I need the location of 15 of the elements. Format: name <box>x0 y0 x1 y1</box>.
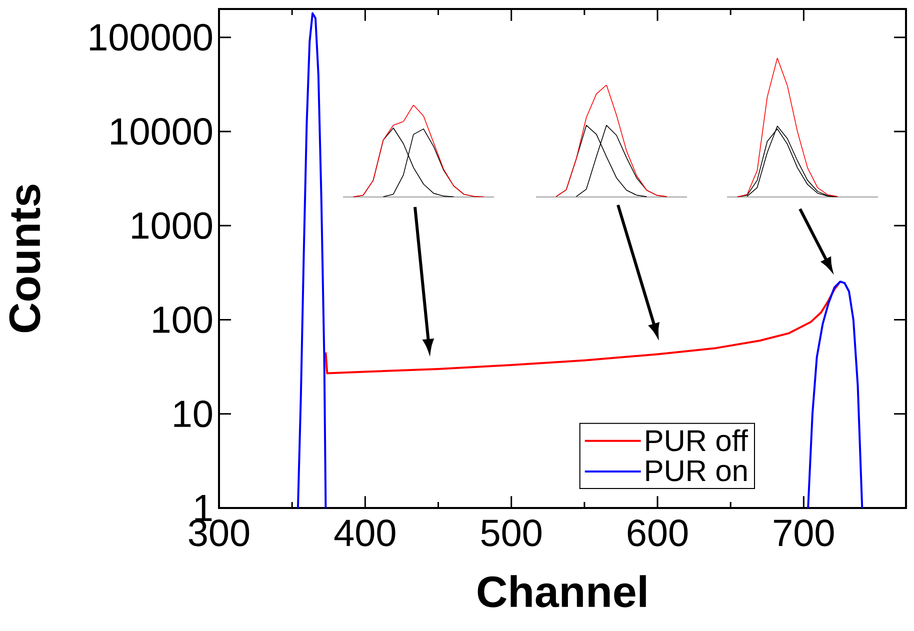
x-tick-label: 400 <box>334 520 396 546</box>
y-axis-title: Counts <box>9 184 40 332</box>
legend-label: PUR on <box>646 460 747 482</box>
y-tick-label: 10 <box>174 400 212 428</box>
x-tick-label: 600 <box>628 520 688 546</box>
x-tick-label: 500 <box>481 520 542 546</box>
y-tick-label: 1 <box>195 494 212 522</box>
y-tick-label: 10000 <box>111 118 212 145</box>
y-tick-label: 100000 <box>90 24 212 51</box>
x-tick-label: 700 <box>774 520 834 546</box>
legend-label: PUR off <box>646 429 748 452</box>
y-tick-label: 100 <box>153 306 212 334</box>
x-tick-label: 300 <box>188 520 250 546</box>
y-tick-label: 1000 <box>132 212 212 240</box>
x-axis-title: Channel <box>478 575 646 608</box>
